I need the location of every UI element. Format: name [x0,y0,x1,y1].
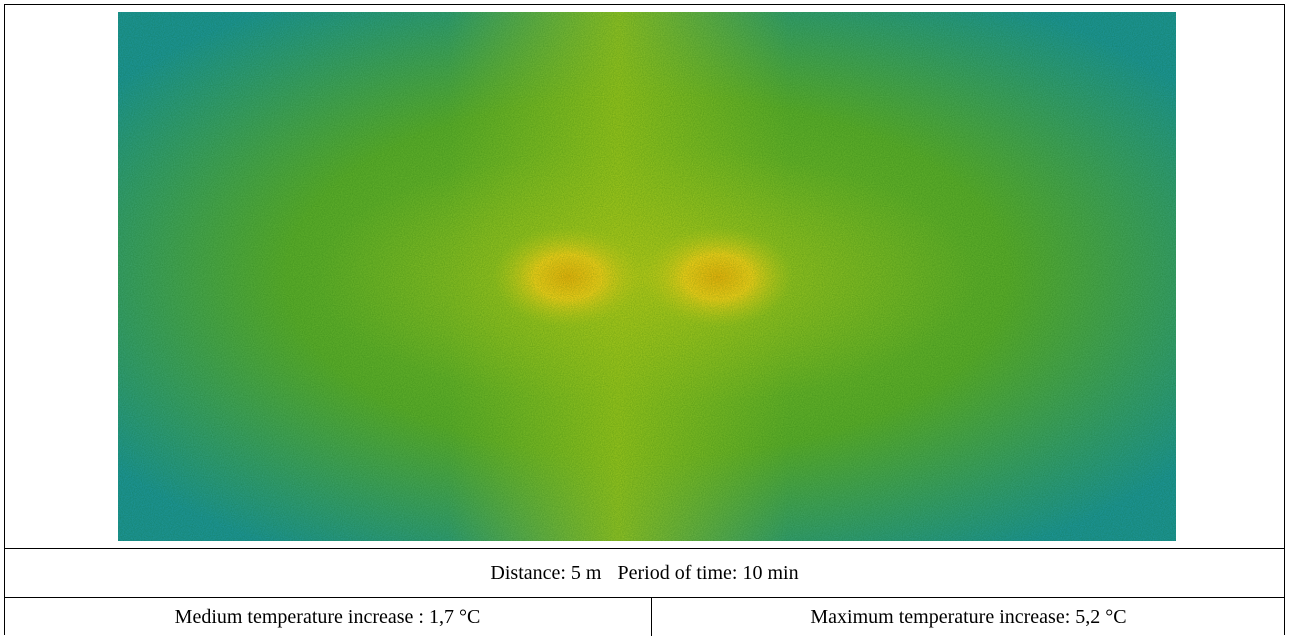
table-frame [4,4,1285,635]
row-divider [4,548,1285,549]
maximum-cell: Maximum temperature increase: 5,2 °C [652,598,1285,636]
medium-increase: Medium temperature increase : 1,7 °C [174,605,481,628]
row-divider [4,597,1285,598]
medium-cell: Medium temperature increase : 1,7 °C [4,598,651,636]
distance: Distance: 5 m [490,561,602,584]
maximum-increase: Maximum temperature increase: 5,2 °C [810,605,1127,628]
column-divider [651,597,652,636]
caption-row: Distance: 5 m Period of time: 10 min [4,549,1285,597]
period: Period of time: 10 min [617,561,799,584]
thermal-image [118,12,1176,541]
